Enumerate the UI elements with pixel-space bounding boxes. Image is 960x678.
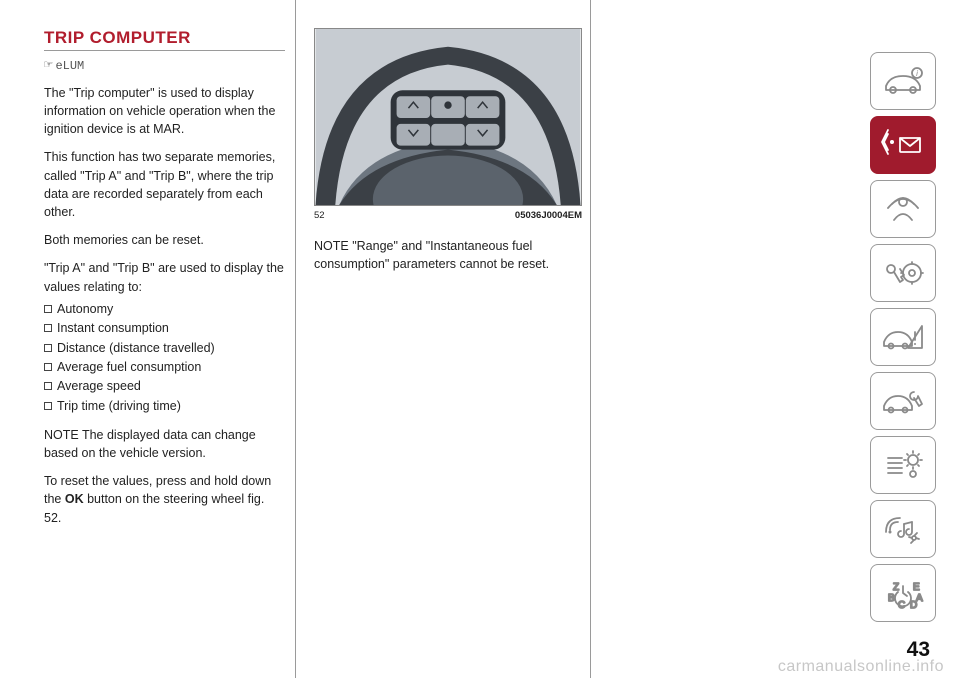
figure-number: 52 (314, 210, 325, 221)
bullet-icon (44, 324, 52, 332)
nav-item-index[interactable]: Z E B A C D (870, 564, 936, 622)
bullet-icon (44, 402, 52, 410)
paragraph: This function has two separate memories,… (44, 148, 285, 221)
steering-wheel-icon (314, 28, 582, 206)
paragraph: The "Trip computer" is used to display i… (44, 84, 285, 138)
bullet-icon (44, 344, 52, 352)
paragraph: To reset the values, press and hold down… (44, 472, 285, 526)
elum-badge: ☞ eLUM (44, 57, 285, 74)
list-item: Average speed (44, 377, 285, 396)
figure-ref: 05036J0004EM (515, 210, 582, 221)
nav-item-settings[interactable] (870, 436, 936, 494)
watermark: carmanualsonline.info (778, 658, 944, 676)
pointer-icon: ☞ (44, 57, 52, 74)
elum-label: eLUM (55, 59, 84, 73)
bullet-icon (44, 363, 52, 371)
nav-item-media-nav[interactable] (870, 500, 936, 558)
nav-item-vehicle-info[interactable]: i (870, 52, 936, 110)
svg-text:i: i (916, 69, 918, 78)
nav-item-service[interactable] (870, 372, 936, 430)
paragraph: NOTE The displayed data can change based… (44, 426, 285, 462)
nav-item-messages[interactable] (870, 116, 936, 174)
list-item: Average fuel consumption (44, 358, 285, 377)
list-item: Trip time (driving time) (44, 397, 285, 416)
svg-text:E: E (913, 582, 920, 593)
svg-text:B: B (888, 593, 895, 604)
column-2: 52 05036J0004EM NOTE "Range" and "Instan… (295, 0, 590, 678)
figure-caption: 52 05036J0004EM (314, 210, 582, 221)
nav-item-safety[interactable] (870, 180, 936, 238)
list-item: Instant consumption (44, 319, 285, 338)
list-lead: "Trip A" and "Trip B" are used to displa… (44, 259, 285, 298)
bullet-list: "Trip A" and "Trip B" are used to displa… (44, 259, 285, 416)
list-item: Autonomy (44, 300, 285, 319)
list-item: Distance (distance travelled) (44, 339, 285, 358)
bullet-icon (44, 382, 52, 390)
side-nav: i (870, 52, 936, 628)
section-heading: TRIP COMPUTER (44, 28, 285, 51)
column-3 (590, 0, 865, 678)
bullet-icon (44, 305, 52, 313)
nav-item-keys-controls[interactable] (870, 244, 936, 302)
nav-item-lights-warnings[interactable] (870, 308, 936, 366)
paragraph: NOTE "Range" and "Instantaneous fuel con… (314, 237, 580, 273)
column-1: TRIP COMPUTER ☞ eLUM The "Trip computer"… (0, 0, 295, 678)
paragraph: Both memories can be reset. (44, 231, 285, 249)
figure-steering-wheel (314, 28, 582, 206)
